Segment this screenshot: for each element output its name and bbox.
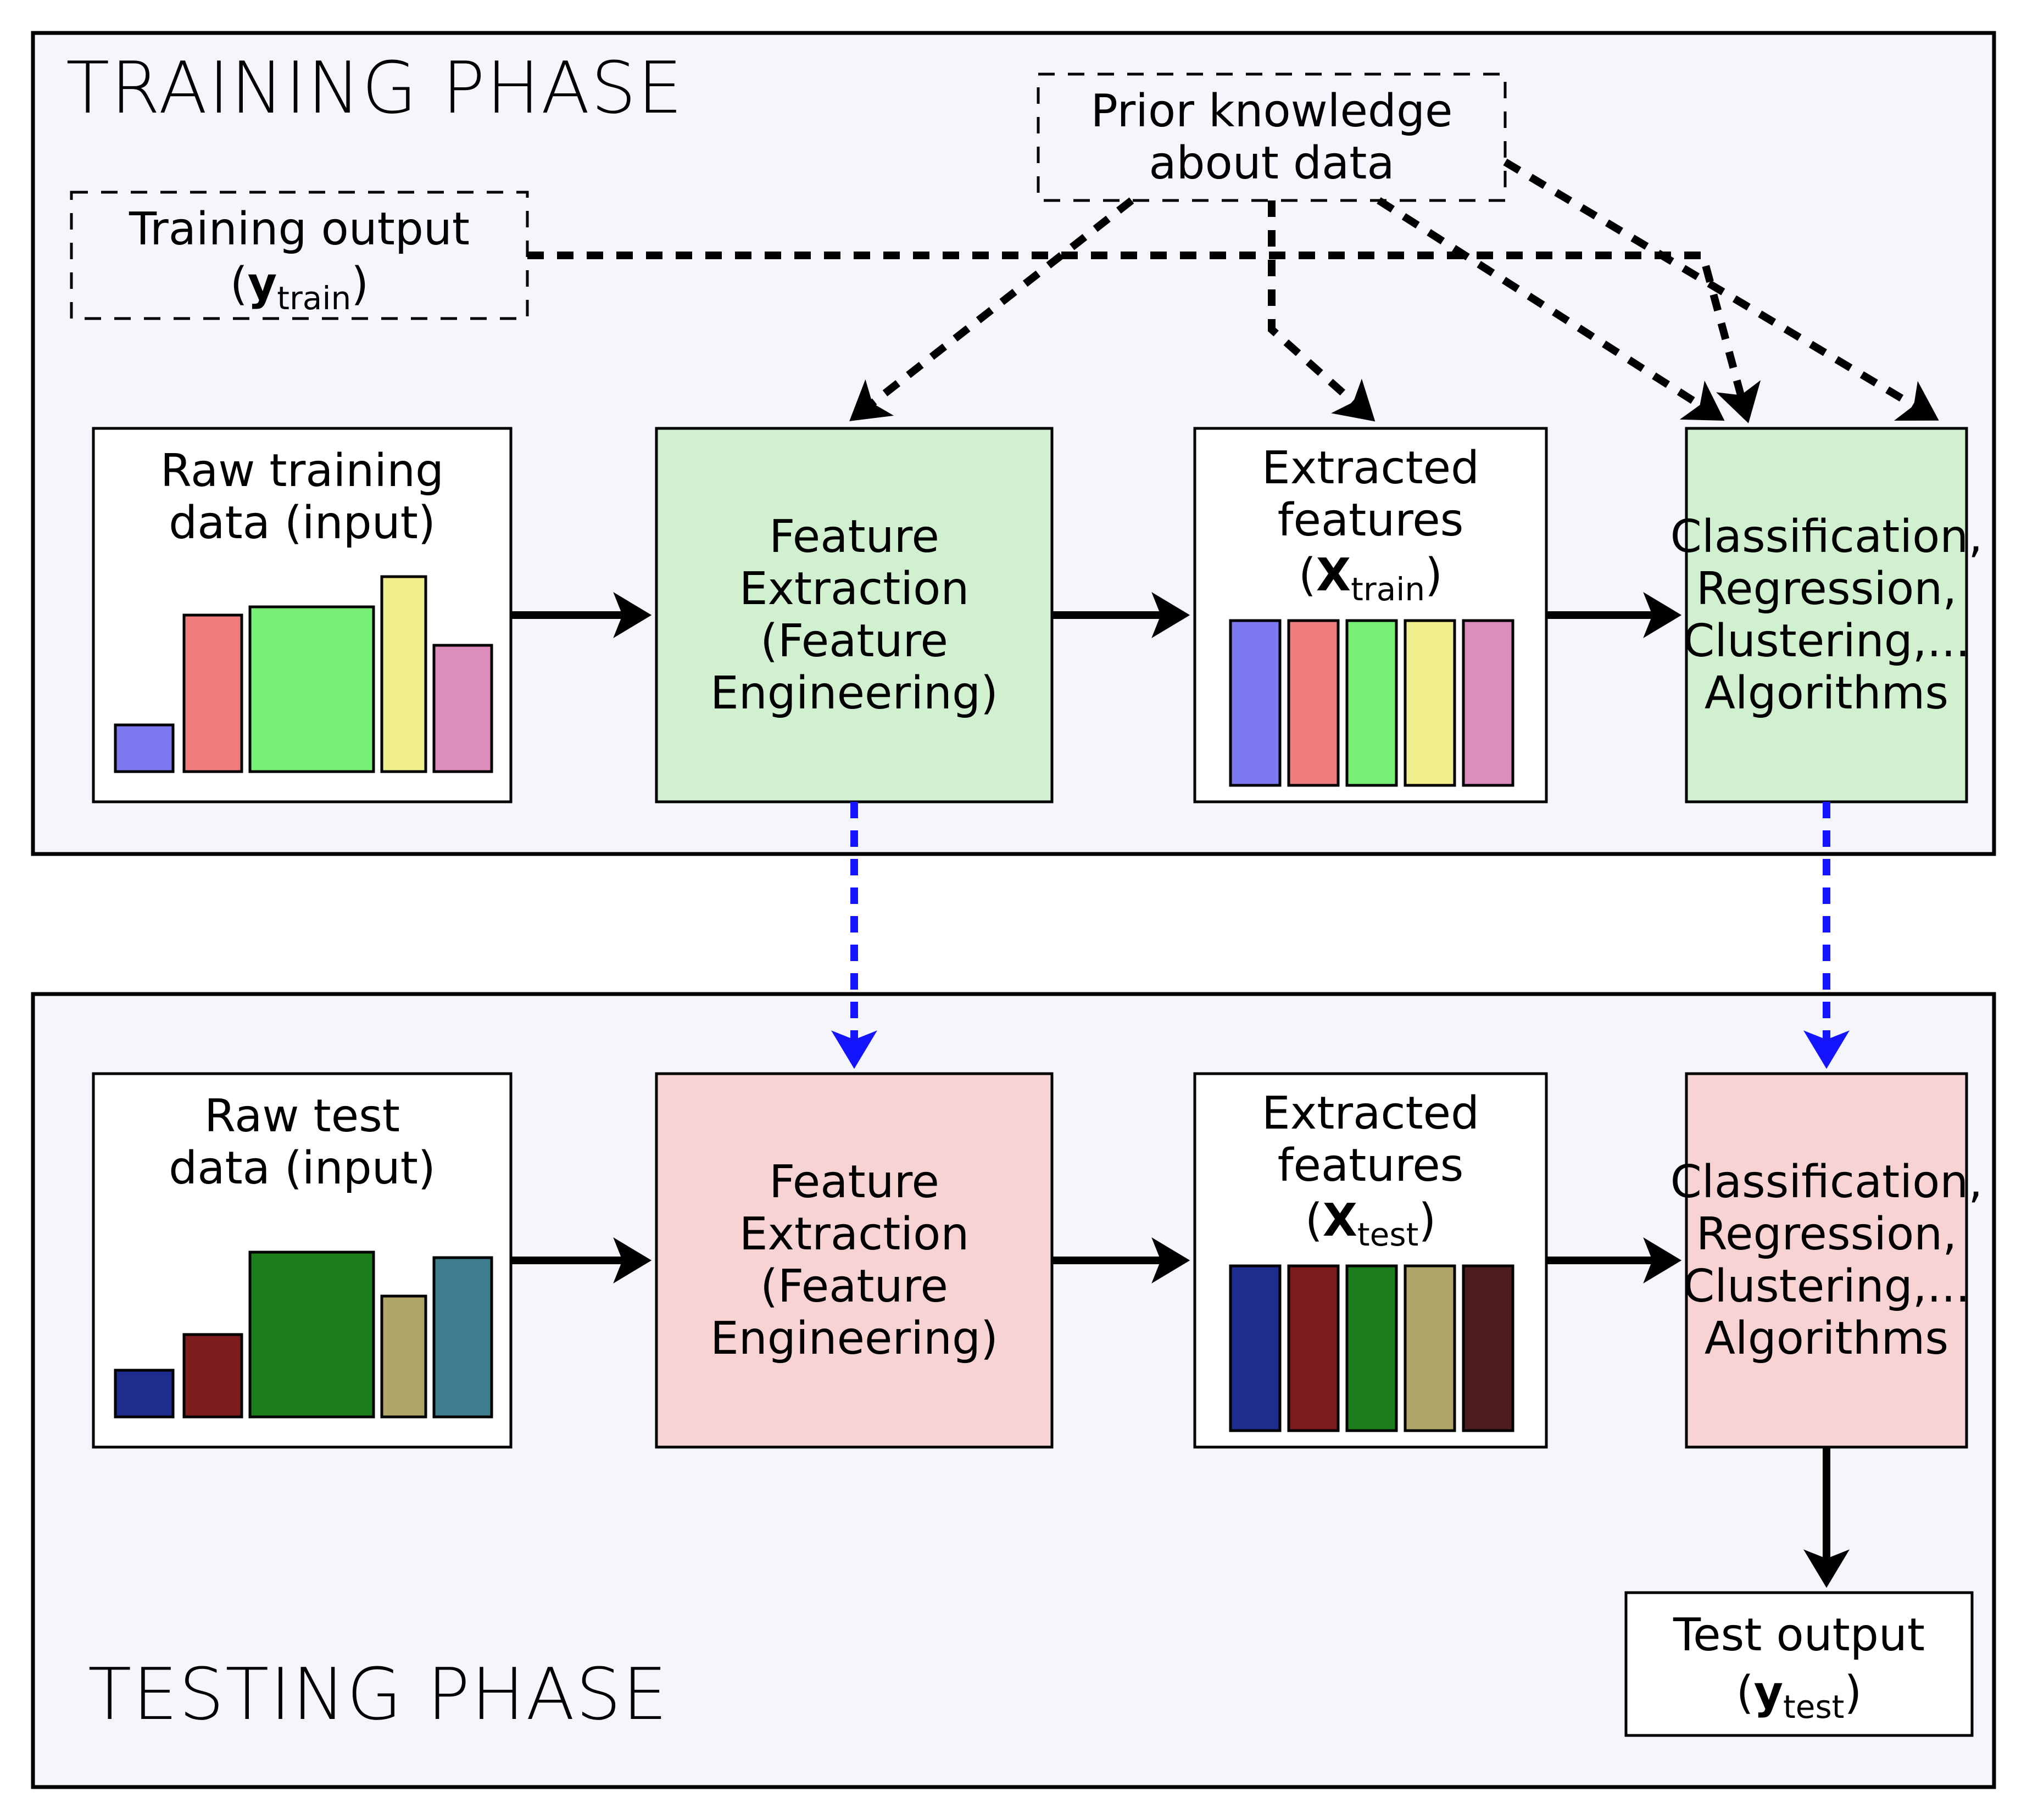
feat-ext-test-l1: Feature (769, 1156, 939, 1208)
training-output-label-l1: Training output (129, 203, 470, 255)
feat-ext-train-l4: Engineering) (710, 667, 998, 719)
raw-test-bar-2 (250, 1252, 374, 1417)
algo-train-l3: Clustering,... (1683, 615, 1970, 667)
feat-ext-test-l4: Engineering) (710, 1313, 998, 1365)
ext-feat-train-l1: Extracted (1262, 442, 1479, 494)
raw-train-bar-3 (382, 577, 426, 772)
ext-feat-train-bar-2 (1347, 621, 1396, 785)
raw-train-l1: Raw training (160, 445, 444, 497)
raw-train-bar-0 (115, 725, 173, 772)
ext-feat-train-bar-3 (1405, 621, 1455, 785)
raw-test-bar-3 (382, 1296, 426, 1417)
prior-knowledge-l1: Prior knowledge (1091, 85, 1453, 137)
algo-test-l2: Regression, (1696, 1208, 1957, 1260)
test-output-l1: Test output (1673, 1609, 1925, 1661)
raw-test-bar-4 (434, 1258, 492, 1417)
prior-knowledge-l2: about data (1149, 137, 1394, 189)
ext-feat-test-l2: features (1278, 1140, 1464, 1192)
ext-feat-test-bar-2 (1347, 1266, 1396, 1431)
raw-test-bar-1 (184, 1335, 242, 1417)
raw-train-l2: data (input) (169, 497, 436, 549)
training-phase-title: TRAINING PHASE (66, 46, 683, 130)
algo-test-l1: Classification, (1670, 1156, 1983, 1208)
raw-train-bar-1 (184, 615, 242, 772)
raw-train-bar-2 (250, 607, 374, 772)
ext-feat-test-bar-1 (1289, 1266, 1338, 1431)
algo-test-l4: Algorithms (1705, 1313, 1948, 1365)
algo-train-l2: Regression, (1696, 563, 1957, 615)
feat-ext-train-l3: (Feature (760, 615, 948, 667)
testing-phase-title: TESTING PHASE (88, 1652, 669, 1736)
feat-ext-train-l2: Extraction (739, 563, 970, 615)
diagram-svg: TRAINING PHASE TESTING PHASE Training outp… (0, 0, 2027, 1820)
algo-train-l4: Algorithms (1705, 667, 1948, 719)
raw-train-bar-4 (434, 645, 492, 772)
ext-feat-test-bar-4 (1463, 1266, 1513, 1431)
feat-ext-test-l2: Extraction (739, 1208, 970, 1260)
feat-ext-test-l3: (Feature (760, 1260, 948, 1313)
algo-test-l3: Clustering,... (1683, 1260, 1970, 1313)
ext-feat-test-bar-3 (1405, 1266, 1455, 1431)
feat-ext-train-l1: Feature (769, 511, 939, 563)
ext-feat-test-l1: Extracted (1262, 1087, 1479, 1140)
ext-feat-train-bar-4 (1463, 621, 1513, 785)
ext-feat-train-bar-1 (1289, 621, 1338, 785)
ext-feat-train-bar-0 (1230, 621, 1280, 785)
raw-test-l1: Raw test (204, 1090, 400, 1142)
ext-feat-test-bar-0 (1230, 1266, 1280, 1431)
raw-test-bar-0 (115, 1370, 173, 1417)
raw-test-l2: data (input) (169, 1142, 436, 1194)
algo-train-l1: Classification, (1670, 511, 1983, 563)
ext-feat-train-l2: features (1278, 494, 1464, 546)
